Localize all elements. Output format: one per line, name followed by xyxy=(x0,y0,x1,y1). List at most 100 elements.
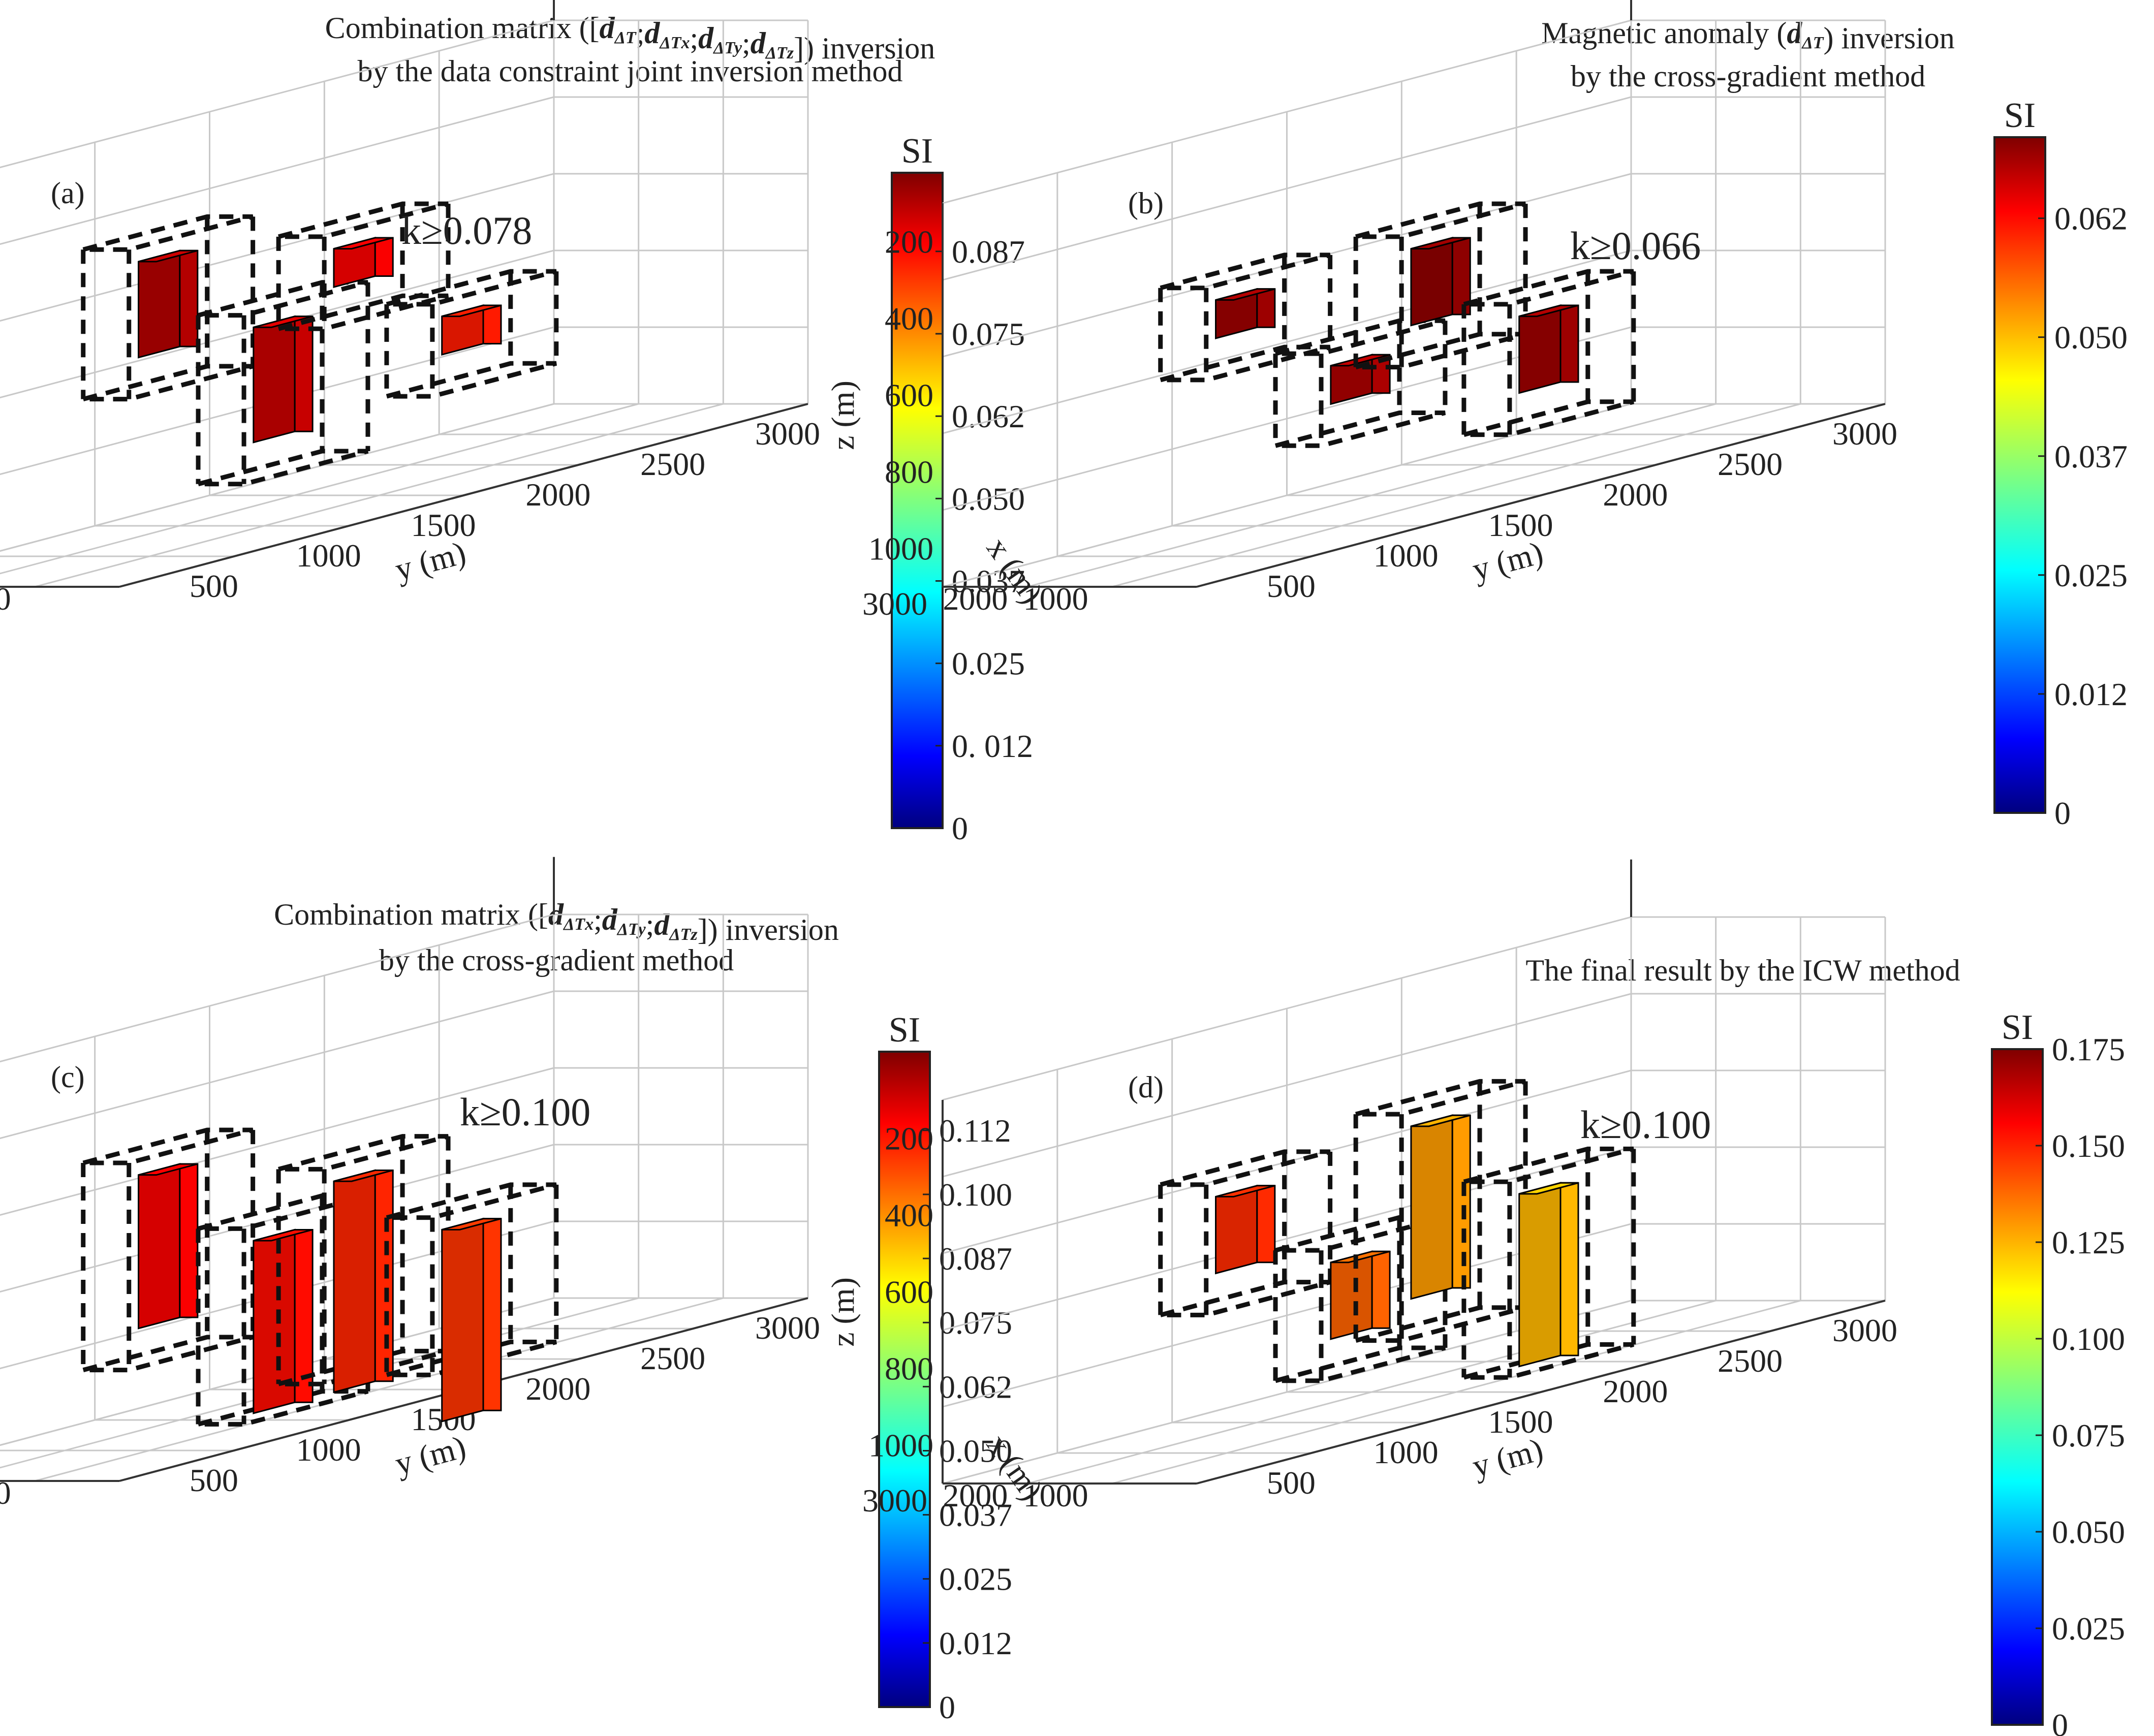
colorbar-gradient xyxy=(878,1051,931,1708)
voxel-face xyxy=(1215,1185,1275,1197)
threshold-label: k≥0.100 xyxy=(460,1090,590,1134)
axes-3d: 2004006008001000100020003000500100015002… xyxy=(0,857,820,1511)
z-tick-label: 800 xyxy=(885,454,933,490)
colorbar-title: SI xyxy=(2004,96,2036,135)
colorbar-tick-label: 0.062 xyxy=(939,1369,1012,1405)
y-tick-label: 2500 xyxy=(640,1340,705,1376)
colorbar-tick-label: 0.100 xyxy=(2052,1321,2125,1357)
y-tick-label: 1000 xyxy=(296,1432,361,1468)
voxel-face xyxy=(1519,1182,1579,1195)
model-outline xyxy=(1463,399,1634,437)
panel-letter: (a) xyxy=(51,176,85,210)
y-tick-label: 500 xyxy=(190,568,238,604)
threshold-label: k≥0.078 xyxy=(401,208,532,252)
x-tick-label: 1000 xyxy=(0,1475,11,1511)
colorbar-gradient xyxy=(1991,1048,2044,1726)
y-tick-label: 1500 xyxy=(1488,507,1553,543)
grid-line xyxy=(942,326,1632,511)
z-tick-label: 1000 xyxy=(868,531,933,567)
y-tick-label: 1000 xyxy=(1373,538,1439,574)
panel-title-line2: by the data constraint joint inversion m… xyxy=(357,54,902,88)
voxel-face xyxy=(1518,1182,1562,1368)
colorbar-tick-label: 0.087 xyxy=(939,1241,1012,1277)
axis-edge xyxy=(1196,1300,1886,1485)
colorbar-title: SI xyxy=(2002,1008,2033,1047)
voxel-layer xyxy=(81,1127,559,1427)
z-axis-label: z (m) xyxy=(825,381,861,450)
grid-line xyxy=(942,96,1632,281)
colorbar-title: SI xyxy=(889,1011,920,1050)
voxel-face xyxy=(441,1217,484,1423)
model-outline xyxy=(1160,252,1331,291)
y-tick-label: 500 xyxy=(1267,568,1316,604)
voxel-layer xyxy=(1158,201,1636,448)
y-tick-label: 2000 xyxy=(1603,477,1668,513)
y-axis-label: y (m) xyxy=(1469,534,1547,588)
voxel-face xyxy=(1410,237,1453,327)
voxel-face xyxy=(442,1218,502,1230)
voxel-face xyxy=(138,1163,181,1330)
grid-line xyxy=(1027,403,1716,588)
voxel-face xyxy=(333,1170,393,1182)
colorbar-tick-label: 0.100 xyxy=(939,1177,1012,1213)
model-outline xyxy=(277,1134,449,1172)
voxel-face xyxy=(294,315,314,432)
voxel-face xyxy=(138,1163,198,1176)
voxel-face xyxy=(442,304,502,318)
y-tick-label: 2500 xyxy=(640,446,705,482)
voxel-face xyxy=(1411,237,1471,250)
model-outline xyxy=(1355,201,1526,239)
voxel-layer xyxy=(1158,1079,1636,1383)
colorbar-tick-label: 0 xyxy=(2052,1707,2068,1736)
model-outline xyxy=(82,1127,254,1165)
colorbar-tick-label: 0.012 xyxy=(2054,676,2128,712)
grid-line xyxy=(942,1300,1632,1485)
y-tick-label: 2000 xyxy=(525,477,590,513)
model-outline xyxy=(277,293,449,331)
colorbar-tick-label: 0.087 xyxy=(952,234,1025,270)
colorbar-gradient xyxy=(891,172,944,829)
model-outline xyxy=(1274,1345,1446,1383)
panel-title-line2: by the cross-gradient method xyxy=(379,943,734,977)
voxel-face xyxy=(482,1218,502,1411)
voxel-face xyxy=(1330,354,1390,367)
axis-edge xyxy=(119,403,808,588)
x-tick-label: 1000 xyxy=(1023,581,1088,617)
grid-line xyxy=(0,1144,554,1293)
axis-edge xyxy=(1196,403,1886,588)
voxel-face xyxy=(1559,1182,1579,1356)
voxel-face xyxy=(1330,1250,1373,1340)
z-tick-label: 200 xyxy=(885,1121,933,1157)
model-outline xyxy=(1274,411,1446,448)
voxel-face xyxy=(1215,1184,1258,1275)
colorbar-tick-label: 0 xyxy=(939,1689,955,1725)
grid-line xyxy=(0,990,554,1140)
panel-title-line1: Combination matrix ([dΔTx;dΔTy;dΔTz]) in… xyxy=(274,898,839,946)
y-axis-label: y (m) xyxy=(1469,1431,1547,1485)
colorbar-tick-label: 0.050 xyxy=(939,1433,1012,1469)
z-tick-label: 600 xyxy=(885,377,933,414)
colorbar-tick-label: 0.050 xyxy=(952,481,1025,517)
colorbar-tick-label: 0.112 xyxy=(939,1113,1011,1149)
colorbar-tick-label: 0 xyxy=(2054,795,2071,831)
colorbar-tick-label: 0.175 xyxy=(2052,1031,2125,1067)
voxel-face xyxy=(1215,288,1275,301)
colorbar-tick-label: 0.062 xyxy=(2054,201,2128,237)
colorbar-tick-label: 0.025 xyxy=(939,1561,1012,1597)
voxel-face xyxy=(138,249,198,263)
z-tick-label: 200 xyxy=(885,224,933,260)
grid-line xyxy=(0,1297,554,1446)
grid-line xyxy=(34,1297,724,1482)
voxel-face xyxy=(179,1163,199,1318)
z-tick-label: 400 xyxy=(885,1197,933,1234)
model-outline xyxy=(386,1339,557,1377)
y-tick-label: 2500 xyxy=(1718,1343,1783,1379)
voxel-face xyxy=(1518,304,1562,394)
y-tick-label: 3000 xyxy=(1832,1312,1897,1348)
panel-letter: (c) xyxy=(51,1060,85,1094)
y-tick-label: 3000 xyxy=(1832,416,1897,452)
voxel-face xyxy=(138,249,181,359)
z-tick-label: 1000 xyxy=(868,1428,933,1464)
y-tick-label: 3000 xyxy=(755,1310,820,1346)
colorbar-tick-label: 0.125 xyxy=(2052,1224,2125,1260)
